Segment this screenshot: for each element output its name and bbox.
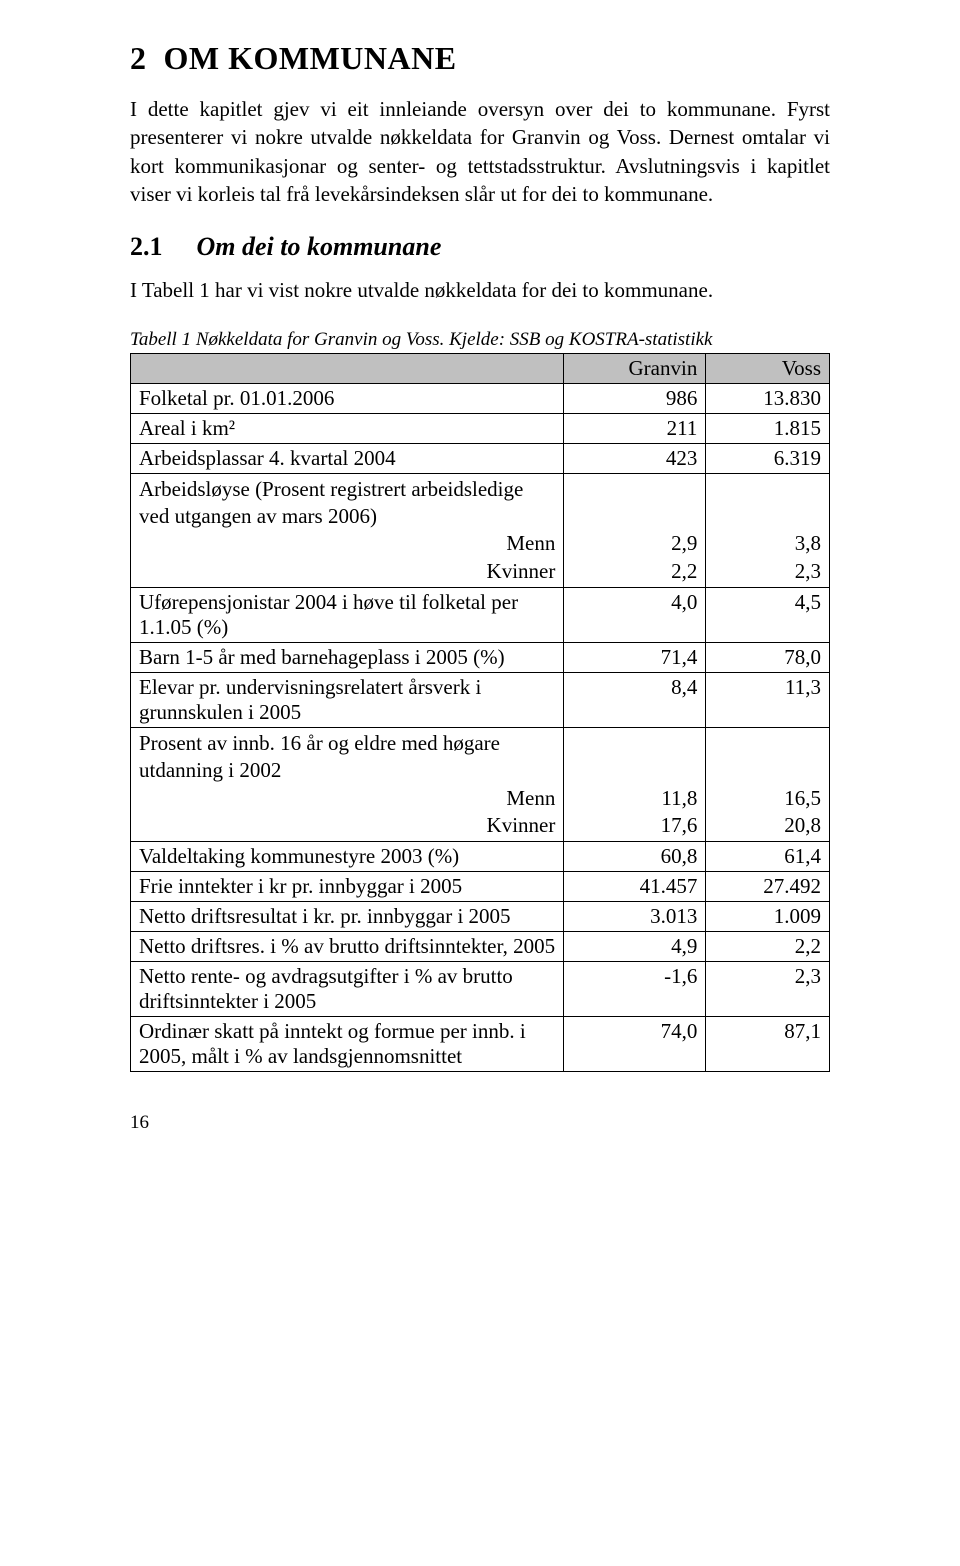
row-voss-multi: 3,8 2,3 bbox=[706, 473, 830, 587]
row-voss: 1.815 bbox=[706, 413, 830, 443]
row-granvin: -1,6 bbox=[564, 962, 706, 1017]
row-voss: 78,0 bbox=[706, 642, 830, 672]
row-label: Arbeidsplassar 4. kvartal 2004 bbox=[131, 443, 564, 473]
row-label-multi: Arbeidsløyse (Prosent registrert arbeids… bbox=[131, 473, 564, 587]
table-row: Valdeltaking kommunestyre 2003 (%) 60,8 … bbox=[131, 842, 830, 872]
table-header-granvin: Granvin bbox=[564, 353, 706, 383]
row-label: Uførepensjonistar 2004 i høve til folket… bbox=[131, 587, 564, 642]
section-number: 2 bbox=[130, 40, 147, 76]
row-voss-multi: 16,5 20,8 bbox=[706, 727, 830, 841]
key-data-table: Granvin Voss Folketal pr. 01.01.2006 986… bbox=[130, 353, 830, 1072]
table-row: Netto driftsresultat i kr. pr. innbyggar… bbox=[131, 902, 830, 932]
row-granvin: 211 bbox=[564, 413, 706, 443]
table-row: Barn 1-5 år med barnehageplass i 2005 (%… bbox=[131, 642, 830, 672]
table-row: Ordinær skatt på inntekt og formue per i… bbox=[131, 1017, 830, 1072]
table-row: Netto rente- og avdragsutgifter i % av b… bbox=[131, 962, 830, 1017]
row-label: Ordinær skatt på inntekt og formue per i… bbox=[131, 1017, 564, 1072]
row-granvin: 3.013 bbox=[564, 902, 706, 932]
row-granvin: 423 bbox=[564, 443, 706, 473]
table-row: Areal i km² 211 1.815 bbox=[131, 413, 830, 443]
row-label: Valdeltaking kommunestyre 2003 (%) bbox=[131, 842, 564, 872]
subsection-heading: 2.1 Om dei to kommunane bbox=[130, 232, 830, 262]
table-header-blank bbox=[131, 353, 564, 383]
subsection-paragraph: I Tabell 1 har vi vist nokre utvalde nøk… bbox=[130, 276, 830, 304]
subsection-number: 2.1 bbox=[130, 232, 190, 262]
row-label: Areal i km² bbox=[131, 413, 564, 443]
row-label: Barn 1-5 år med barnehageplass i 2005 (%… bbox=[131, 642, 564, 672]
row-label: Netto driftsresultat i kr. pr. innbyggar… bbox=[131, 902, 564, 932]
table-header-voss: Voss bbox=[706, 353, 830, 383]
table-row: Prosent av innb. 16 år og eldre med høga… bbox=[131, 727, 830, 841]
row-voss: 27.492 bbox=[706, 872, 830, 902]
table-row: Netto driftsres. i % av brutto driftsinn… bbox=[131, 932, 830, 962]
section-title: OM KOMMUNANE bbox=[164, 40, 457, 76]
row-granvin: 74,0 bbox=[564, 1017, 706, 1072]
row-voss: 6.319 bbox=[706, 443, 830, 473]
table-row: Folketal pr. 01.01.2006 986 13.830 bbox=[131, 383, 830, 413]
row-voss: 2,2 bbox=[706, 932, 830, 962]
table-header-row: Granvin Voss bbox=[131, 353, 830, 383]
row-label: Netto driftsres. i % av brutto driftsinn… bbox=[131, 932, 564, 962]
intro-paragraph: I dette kapitlet gjev vi eit innleiande … bbox=[130, 95, 830, 208]
row-voss: 1.009 bbox=[706, 902, 830, 932]
row-voss: 13.830 bbox=[706, 383, 830, 413]
table-row: Elevar pr. undervisningsrelatert årsverk… bbox=[131, 672, 830, 727]
row-granvin: 4,9 bbox=[564, 932, 706, 962]
table-caption: Tabell 1 Nøkkeldata for Granvin og Voss.… bbox=[130, 329, 830, 351]
table-row: Arbeidsløyse (Prosent registrert arbeids… bbox=[131, 473, 830, 587]
row-granvin-multi: 11,8 17,6 bbox=[564, 727, 706, 841]
row-granvin: 986 bbox=[564, 383, 706, 413]
row-granvin: 4,0 bbox=[564, 587, 706, 642]
subsection-title: Om dei to kommunane bbox=[197, 232, 442, 261]
row-granvin: 71,4 bbox=[564, 642, 706, 672]
row-voss: 11,3 bbox=[706, 672, 830, 727]
row-label: Netto rente- og avdragsutgifter i % av b… bbox=[131, 962, 564, 1017]
table-body: Folketal pr. 01.01.2006 986 13.830 Areal… bbox=[131, 383, 830, 1071]
row-voss: 2,3 bbox=[706, 962, 830, 1017]
document-page: 2 OM KOMMUNANE I dette kapitlet gjev vi … bbox=[0, 0, 960, 1164]
row-label: Elevar pr. undervisningsrelatert årsverk… bbox=[131, 672, 564, 727]
row-granvin: 41.457 bbox=[564, 872, 706, 902]
row-granvin: 8,4 bbox=[564, 672, 706, 727]
row-label: Folketal pr. 01.01.2006 bbox=[131, 383, 564, 413]
table-row: Arbeidsplassar 4. kvartal 2004 423 6.319 bbox=[131, 443, 830, 473]
section-heading: 2 OM KOMMUNANE bbox=[130, 40, 830, 77]
table-row: Frie inntekter i kr pr. innbyggar i 2005… bbox=[131, 872, 830, 902]
row-granvin-multi: 2,9 2,2 bbox=[564, 473, 706, 587]
table-row: Uførepensjonistar 2004 i høve til folket… bbox=[131, 587, 830, 642]
row-voss: 4,5 bbox=[706, 587, 830, 642]
page-number: 16 bbox=[130, 1112, 830, 1134]
row-voss: 61,4 bbox=[706, 842, 830, 872]
row-label-multi: Prosent av innb. 16 år og eldre med høga… bbox=[131, 727, 564, 841]
row-label: Frie inntekter i kr pr. innbyggar i 2005 bbox=[131, 872, 564, 902]
row-granvin: 60,8 bbox=[564, 842, 706, 872]
row-voss: 87,1 bbox=[706, 1017, 830, 1072]
